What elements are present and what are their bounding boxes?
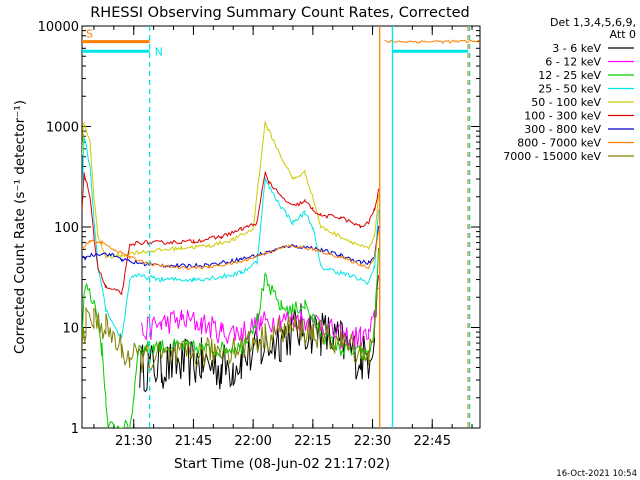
x-tick-label: 22:15	[294, 434, 331, 449]
series-line-6	[82, 225, 379, 269]
y-tick-label: 1	[71, 422, 79, 437]
series-line-3	[82, 137, 379, 339]
legend-label: 7000 - 15000 keV	[503, 150, 601, 163]
x-tick-label: 21:30	[115, 434, 152, 449]
series-line-7	[82, 39, 480, 270]
series-line-5	[82, 171, 379, 296]
series-line-4	[82, 121, 379, 260]
y-tick-label: 1000	[46, 121, 79, 136]
series-line-0	[139, 275, 379, 393]
render-timestamp: 16-Oct-2021 10:54	[556, 469, 637, 479]
y-tick-label: 100	[54, 221, 79, 236]
annotation-layer: SN	[82, 26, 471, 428]
axes: 1 10 100 1000 10000 21:30 21:45 22:00 22:15 22:30…	[38, 20, 481, 449]
annotation-label: N	[155, 45, 163, 58]
series-line-1	[141, 274, 379, 349]
legend-label: 50 - 100 keV	[531, 96, 601, 109]
legend-label: 300 - 800 keV	[524, 123, 601, 136]
series-layer	[82, 39, 480, 428]
y-tick-label: 10000	[38, 20, 79, 35]
series-line-8	[82, 287, 379, 373]
x-tick-label: 22:30	[354, 434, 391, 449]
y-tick-label: 10	[62, 322, 79, 337]
x-tick-label: 22:45	[414, 434, 451, 449]
x-tick-label: 22:00	[234, 434, 271, 449]
legend-label: 3 - 6 keV	[552, 42, 601, 55]
x-tick-label: 21:45	[175, 434, 212, 449]
x-axis-label: Start Time (08-Jun-02 21:17:02)	[174, 456, 390, 472]
legend-header: Att 0	[610, 28, 636, 41]
annotation-label: S	[86, 28, 93, 41]
chart-title: RHESSI Observing Summary Count Rates, Co…	[90, 5, 470, 21]
legend-label: 25 - 50 keV	[538, 83, 601, 96]
series-line-2	[82, 247, 379, 428]
legend-label: 6 - 12 keV	[545, 56, 601, 69]
legend-label: 100 - 300 keV	[524, 110, 601, 123]
legend-header: Det 1,3,4,5,6,9,	[550, 16, 636, 29]
legend-label: 12 - 25 keV	[538, 69, 601, 82]
legend-label: 800 - 7000 keV	[517, 137, 601, 150]
y-axis-label: Corrected Count Rate (s⁻¹ detector⁻¹)	[12, 100, 28, 354]
